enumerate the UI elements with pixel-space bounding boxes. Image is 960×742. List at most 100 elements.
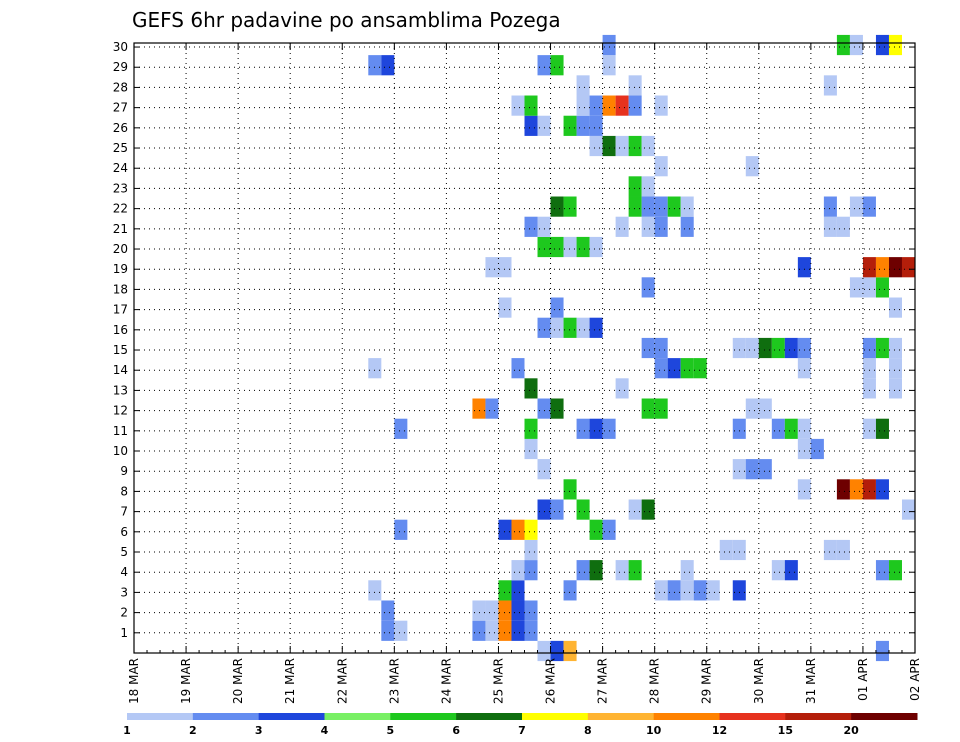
heatmap-cell — [524, 600, 538, 621]
legend-color-swatch — [324, 713, 391, 720]
y-tick-label: 18 — [113, 282, 128, 296]
heatmap-cell — [732, 539, 746, 561]
heatmap-cell — [628, 499, 642, 520]
heatmap-cell — [589, 115, 603, 136]
heatmap-cell — [680, 560, 694, 581]
heatmap-cell — [563, 640, 577, 662]
heatmap-cell — [745, 337, 759, 359]
heatmap-cell — [745, 398, 759, 419]
heatmap-cell — [537, 640, 551, 662]
y-tick-label: 19 — [113, 262, 128, 276]
heatmap-cell — [381, 55, 395, 76]
heatmap-cell — [537, 55, 551, 76]
heatmap-cell — [485, 600, 499, 621]
heatmap-cell — [511, 358, 525, 379]
heatmap-cell — [693, 358, 707, 379]
heatmap-cell — [823, 539, 837, 561]
y-tick-label: 6 — [120, 525, 128, 539]
heatmap-cell — [654, 337, 668, 359]
heatmap-cell — [862, 418, 876, 439]
heatmap-cell — [849, 479, 863, 500]
heatmap-cell — [563, 196, 577, 217]
x-tick-label: 22 MAR — [335, 658, 349, 704]
heatmap-cell — [615, 95, 629, 116]
heatmap-cell — [524, 95, 538, 116]
heatmap-cell — [394, 519, 408, 540]
legend-level-label: 8 — [584, 724, 592, 737]
heatmap-cell — [524, 539, 538, 561]
y-axis-ticks: 1234567891011121314151617181920212223242… — [113, 40, 915, 640]
y-tick-label: 4 — [120, 565, 128, 579]
heatmap-cell — [875, 337, 889, 359]
heatmap-cell — [641, 216, 655, 237]
heatmap-cell — [602, 95, 616, 116]
x-tick-label: 25 MAR — [491, 658, 505, 704]
heatmap-cell — [394, 620, 408, 641]
heatmap-cell — [888, 257, 902, 278]
legend-color-swatch — [719, 713, 786, 720]
x-tick-label: 21 MAR — [283, 658, 297, 704]
heatmap-cell — [576, 236, 590, 258]
heatmap-cell — [576, 418, 590, 439]
y-tick-label: 7 — [120, 505, 128, 519]
heatmap-cell — [836, 216, 850, 237]
y-tick-label: 13 — [113, 383, 128, 397]
heatmap-cell — [498, 257, 512, 278]
legend-color-swatch — [522, 713, 589, 720]
heatmap-cell — [784, 337, 798, 359]
heatmap-cell — [511, 580, 525, 601]
heatmap-cell — [888, 378, 902, 399]
heatmap-cell — [641, 398, 655, 419]
heatmap-cell — [654, 95, 668, 116]
heatmap-cell — [875, 640, 889, 662]
heatmap-cell — [875, 257, 889, 278]
heatmap-cell — [823, 216, 837, 237]
heatmap-cell — [498, 620, 512, 641]
y-tick-label: 2 — [120, 606, 128, 620]
heatmap-cell — [823, 75, 837, 96]
heatmap-cell — [888, 358, 902, 379]
color-legend: 1 2 3 4 5 6 7 8 10 12 15 20 — [123, 713, 918, 737]
heatmap-cell — [641, 176, 655, 197]
heatmap-cell — [862, 277, 876, 298]
legend-color-swatch — [258, 713, 325, 720]
heatmap-cell — [550, 398, 564, 419]
x-tick-label: 29 MAR — [700, 658, 714, 704]
heatmap-cell — [498, 297, 512, 318]
y-tick-label: 21 — [113, 222, 128, 236]
y-tick-label: 11 — [113, 424, 128, 438]
heatmap-cell — [654, 156, 668, 177]
heatmap-cell — [641, 277, 655, 298]
y-tick-label: 29 — [113, 60, 128, 74]
x-tick-label: 19 MAR — [179, 658, 193, 704]
heatmap-cell — [381, 620, 395, 641]
heatmap-cell — [875, 560, 889, 581]
heatmap-cell — [901, 257, 915, 278]
heatmap-cell — [602, 135, 616, 157]
heatmap-cell — [472, 600, 486, 621]
legend-level-label: 1 — [123, 724, 131, 737]
heatmap-cell — [888, 337, 902, 359]
heatmap-cell — [498, 600, 512, 621]
legend-level-label: 10 — [646, 724, 662, 737]
heatmap-cell — [524, 418, 538, 439]
heatmap-cell — [628, 95, 642, 116]
heatmap-cell — [680, 580, 694, 601]
heatmap-cell — [875, 418, 889, 439]
x-tick-label: 30 MAR — [752, 658, 766, 704]
heatmap-cell — [615, 135, 629, 157]
heatmap-cell — [537, 216, 551, 237]
heatmap-cell — [667, 196, 681, 217]
heatmap-cell — [641, 499, 655, 520]
heatmap-cell — [472, 620, 486, 641]
heatmap-cell — [680, 358, 694, 379]
chart-title: GEFS 6hr padavine po ansamblima Pozega — [132, 8, 561, 32]
heatmap-cell — [576, 75, 590, 96]
x-tick-label: 28 MAR — [648, 658, 662, 704]
y-tick-label: 25 — [113, 141, 128, 155]
legend-level-label: 15 — [778, 724, 793, 737]
heatmap-cell — [654, 358, 668, 379]
heatmap-cell — [602, 418, 616, 439]
heatmap-cell — [550, 640, 564, 662]
heatmap-cells — [368, 34, 915, 662]
